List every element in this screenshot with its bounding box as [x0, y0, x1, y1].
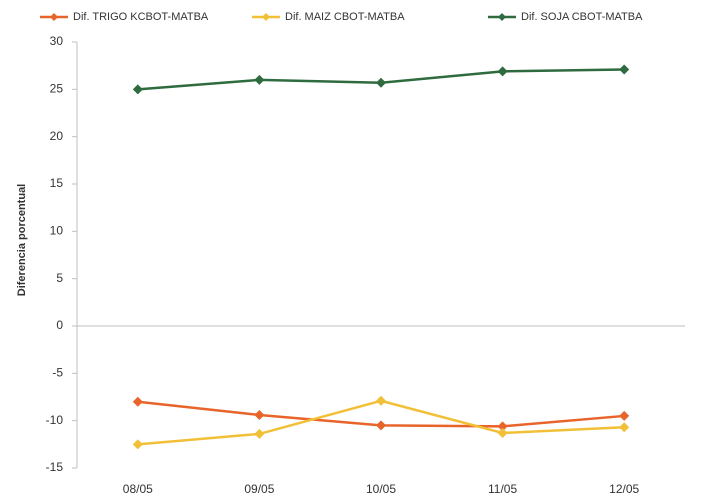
- point: [376, 77, 386, 88]
- x-tick-label: 08/05: [123, 482, 153, 496]
- y-tick-label: 25: [50, 82, 64, 96]
- y-tick-label: 30: [50, 34, 64, 48]
- point: [254, 74, 265, 85]
- point: [254, 409, 265, 420]
- point: [619, 422, 630, 433]
- point: [254, 428, 265, 439]
- point: [132, 439, 143, 450]
- x-tick-label: 12/05: [609, 482, 639, 496]
- legend-marker: [262, 13, 270, 21]
- x-tick-label: 11/05: [488, 482, 517, 496]
- point: [497, 66, 508, 77]
- legend-marker: [498, 13, 506, 21]
- point: [376, 420, 386, 431]
- y-tick-label: 5: [56, 271, 63, 285]
- y-tick-label: 10: [50, 224, 64, 238]
- x-tick-label: 09/05: [244, 482, 274, 496]
- y-tick-label: -5: [52, 366, 63, 380]
- point: [132, 84, 143, 95]
- point: [497, 421, 508, 432]
- y-tick-label: 0: [56, 318, 63, 332]
- y-tick-label: -15: [46, 460, 64, 474]
- legend-label: Dif. TRIGO KCBOT-MATBA: [73, 11, 209, 23]
- point: [497, 427, 508, 438]
- legend-marker: [50, 13, 58, 21]
- y-tick-label: 20: [50, 129, 64, 143]
- y-tick-label: -10: [46, 413, 64, 427]
- point: [619, 410, 630, 421]
- y-tick-label: 15: [50, 176, 64, 190]
- point: [132, 396, 143, 407]
- point: [376, 395, 386, 406]
- x-tick-label: 10/05: [366, 482, 396, 496]
- point: [619, 64, 630, 75]
- y-axis-label: Diferencia porcentual: [16, 184, 28, 296]
- legend-label: Dif. MAIZ CBOT-MATBA: [285, 11, 405, 23]
- legend-label: Dif. SOJA CBOT-MATBA: [521, 11, 643, 23]
